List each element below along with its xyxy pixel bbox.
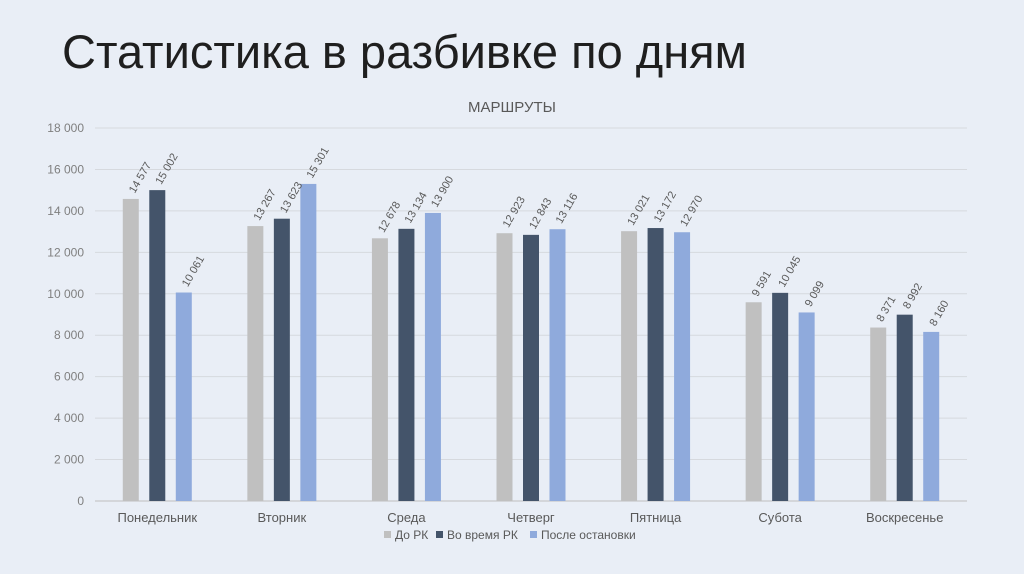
data-label: 13 172 [652,189,679,224]
bar [175,292,192,501]
x-tick-label: Среда [387,510,426,525]
legend: До РК Во время РК После остановки [384,528,636,542]
y-tick-label: 6 000 [54,370,84,384]
data-label: 13 021 [625,193,652,228]
legend-label: Во время РК [447,528,518,542]
legend-swatch [530,531,537,538]
bar [621,231,638,501]
chart-title: МАРШРУТЫ [468,99,556,116]
data-label: 8 160 [927,299,951,329]
bar [149,190,166,501]
bar [647,228,664,502]
data-label: 13 267 [252,187,279,222]
bar [674,232,691,501]
bar [496,233,513,501]
bar [870,327,887,501]
legend-label: До РК [395,528,428,542]
bar [549,229,566,501]
data-label: 15 301 [305,145,332,180]
data-label: 8 992 [901,281,925,311]
bar [424,212,441,501]
legend-swatch [384,531,391,538]
bar [923,331,940,501]
bar [371,238,388,501]
data-label: 13 116 [554,191,581,225]
y-tick-label: 4 000 [54,411,84,425]
x-axis: Понедельник Вторник Среда Четверг Пятница Суб… [117,510,943,525]
y-tick-label: 12 000 [47,245,84,259]
bar [798,312,815,501]
y-tick-label: 0 [77,494,84,508]
x-tick-label: Пятница [630,510,682,525]
bar [247,226,264,501]
data-label: 12 923 [501,195,528,230]
x-tick-label: Четверг [507,510,555,525]
x-tick-label: Субота [758,510,802,525]
bar [273,218,290,501]
legend-swatch [436,531,443,538]
data-label: 8 371 [874,294,898,324]
bar [745,302,762,501]
x-tick-label: Воскресенье [866,510,943,525]
x-tick-label: Вторник [258,510,307,525]
x-tick-label: Понедельник [117,510,197,525]
slide-title: Статистика в разбивке по дням [62,25,747,78]
y-tick-label: 16 000 [47,162,84,176]
data-label: 10 061 [180,254,207,289]
y-tick-label: 2 000 [54,453,84,467]
bar [398,228,415,501]
y-tick-label: 18 000 [47,121,84,135]
bar [300,183,317,502]
bar [122,198,139,501]
y-axis: 0 2 000 4 000 6 000 8 000 10 000 12 000 14 000 1… [47,121,84,508]
y-tick-label: 10 000 [47,287,84,301]
bars [122,183,940,502]
data-label: 13 900 [429,174,456,209]
y-tick-label: 8 000 [54,328,84,342]
legend-label: После остановки [541,528,636,542]
data-label: 10 045 [776,254,803,289]
data-label: 12 843 [527,196,554,231]
y-tick-label: 14 000 [47,204,84,218]
bar [772,292,789,501]
bar [523,234,539,501]
bar [896,314,913,501]
